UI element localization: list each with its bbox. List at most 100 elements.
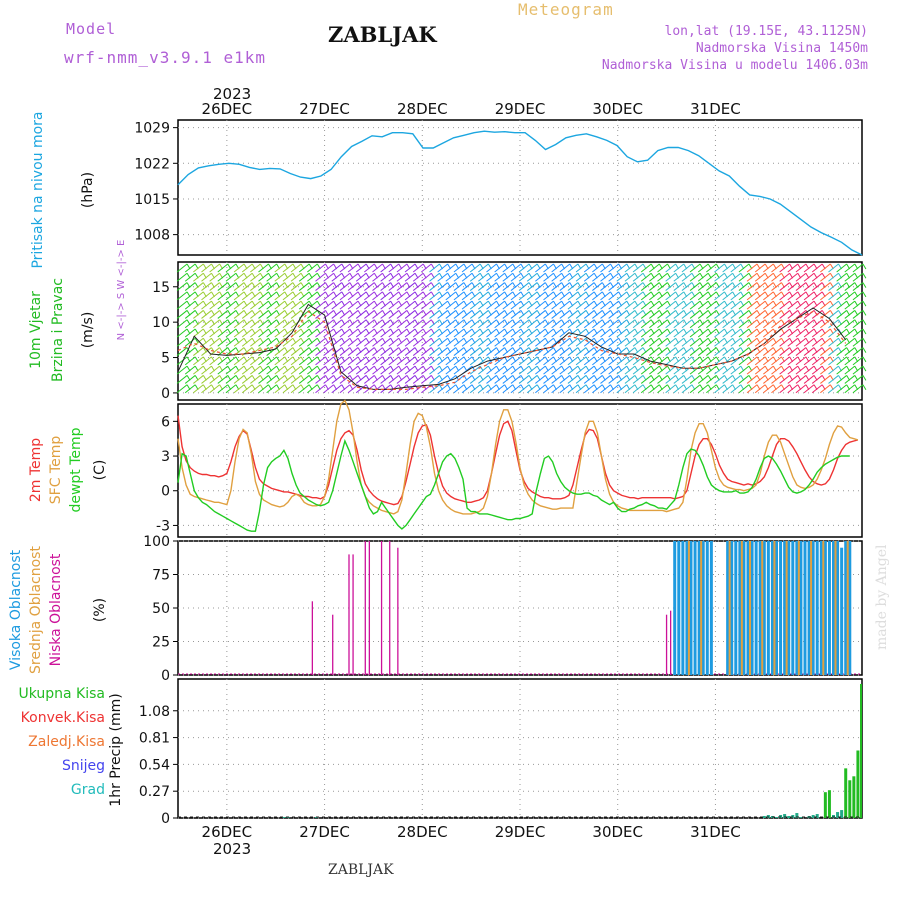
- wind-barb: [478, 291, 489, 301]
- wind-barb: [421, 319, 432, 329]
- wind-barb: [763, 384, 774, 394]
- wind-barb: [836, 310, 847, 319]
- wind-barb: [225, 328, 237, 338]
- wind-barb-flag: [862, 263, 867, 270]
- wind-barb: [461, 356, 473, 366]
- x-label-bottom-2: 28DEC: [397, 823, 448, 841]
- wind-barb-flag: [862, 282, 867, 288]
- wind-barb: [241, 365, 253, 375]
- wind-barb: [592, 272, 603, 282]
- wind-barb: [730, 291, 742, 301]
- wind-barb: [852, 337, 864, 347]
- wind-barb: [315, 375, 326, 384]
- wind-barb: [787, 337, 799, 347]
- y-tick-label-2-3: -3: [156, 518, 170, 534]
- wind-barb: [763, 272, 774, 282]
- wind-barb: [193, 365, 204, 375]
- wind-barb: [543, 319, 554, 329]
- wind-barb: [657, 328, 668, 338]
- wind-barb: [494, 375, 505, 384]
- wind-barb: [176, 263, 188, 273]
- wind-barb: [689, 365, 701, 375]
- wind-barb: [307, 310, 318, 319]
- wind-barb: [583, 337, 595, 347]
- wind-barb: [600, 282, 611, 291]
- wind-barb: [551, 310, 562, 319]
- wind-barb: [412, 337, 424, 347]
- wind-barb: [689, 263, 701, 273]
- wind-barb: [657, 337, 668, 347]
- cloud-high-bar: [734, 541, 738, 675]
- wind-barb: [225, 282, 237, 291]
- wind-barb: [176, 347, 188, 356]
- wind-barb: [225, 356, 237, 366]
- wind-barb: [640, 337, 652, 347]
- footer-station: ZABLJAK: [328, 862, 394, 878]
- wind-barb: [754, 291, 766, 301]
- wind-barb: [315, 356, 326, 366]
- wind-barb: [706, 300, 717, 310]
- wind-barb: [445, 337, 457, 347]
- wind-barb: [193, 310, 204, 319]
- wind-barb: [779, 310, 790, 319]
- wind-barb: [217, 337, 229, 347]
- wind-barb: [429, 347, 440, 356]
- wind-barb: [274, 365, 286, 375]
- wind-barb: [657, 300, 668, 310]
- wind-barb: [217, 310, 229, 319]
- wind-barb: [445, 375, 457, 384]
- wind-barb: [632, 310, 644, 319]
- wind-barb: [543, 300, 554, 310]
- wind-barb: [551, 291, 562, 301]
- wind-barb: [640, 356, 652, 366]
- wind-barb: [608, 384, 619, 394]
- wind-barb: [339, 282, 351, 291]
- wind-barb: [429, 291, 440, 301]
- wind-barb: [412, 300, 424, 310]
- wind-barb: [372, 347, 383, 356]
- wind-barb: [665, 347, 676, 356]
- wind-barb: [478, 365, 489, 375]
- wind-barb: [437, 375, 448, 384]
- wind-barb: [600, 272, 611, 282]
- wind-barb: [844, 375, 856, 384]
- wind-barb: [640, 328, 652, 338]
- wind-barb: [567, 375, 579, 384]
- wind-barb: [201, 263, 212, 273]
- cloud-high-bar: [677, 541, 681, 675]
- cloud-unit-label: (%): [92, 598, 108, 622]
- wind-barb: [640, 319, 652, 329]
- wind-barb: [673, 384, 685, 394]
- wind-barb: [266, 365, 277, 375]
- wind-barb: [649, 328, 660, 338]
- pressure-unit-label: (hPa): [80, 172, 96, 208]
- wind-barb: [412, 328, 424, 338]
- cloud-mid-bar: [700, 541, 703, 675]
- wind-barb: [298, 356, 310, 366]
- wind-barb: [274, 319, 286, 329]
- wind-barb: [730, 347, 742, 356]
- wind-barb: [233, 328, 245, 338]
- wind-barb: [575, 375, 587, 384]
- wind-barb: [673, 319, 685, 329]
- wind-barb: [681, 319, 693, 329]
- wind-barb: [697, 310, 709, 319]
- wind-barb: [852, 365, 864, 375]
- wind-barb: [266, 337, 277, 347]
- wind-barb: [364, 356, 375, 366]
- wind-barb: [282, 328, 294, 338]
- wind-barb: [836, 319, 847, 329]
- wind-barb: [600, 300, 611, 310]
- wind-barb: [502, 291, 514, 301]
- wind-barb: [535, 384, 546, 394]
- wind-barb: [502, 375, 514, 384]
- wind-barb: [266, 310, 277, 319]
- wind-barb: [795, 384, 807, 394]
- wind-barb: [429, 375, 440, 384]
- wind-barb: [331, 263, 343, 273]
- wind-barb: [201, 272, 212, 282]
- wind-barb: [225, 384, 237, 394]
- wind-barb: [331, 347, 343, 356]
- wind-barb: [746, 300, 758, 310]
- wind-barb: [722, 328, 733, 338]
